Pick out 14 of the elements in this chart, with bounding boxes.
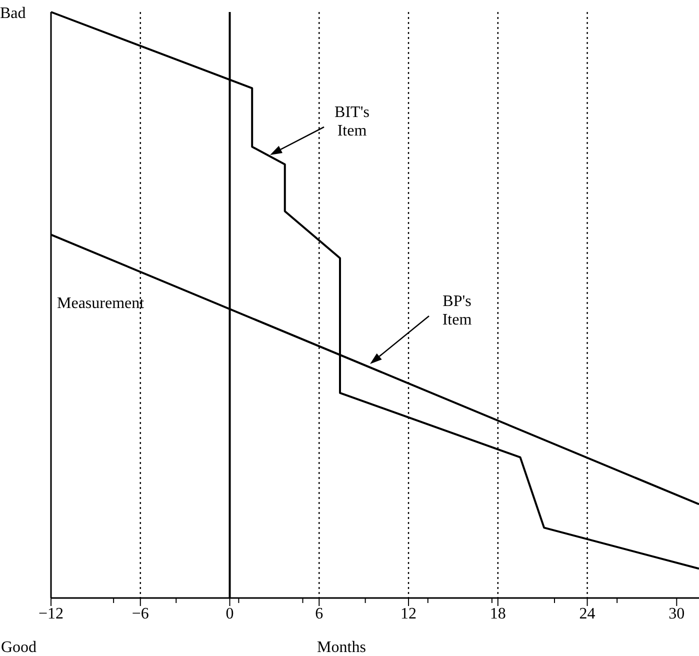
x-tick-label: −6 [132,606,149,623]
x-tick-label: 6 [315,606,324,623]
text: Good [1,639,37,656]
x-tick-label: 18 [490,606,506,623]
text: Bad [0,5,26,22]
x-tick-label: 0 [226,606,234,623]
x-tick-label: −12 [38,606,64,623]
x-axis-title: Months [317,639,366,656]
annotation: BIT's Item [334,104,370,140]
y-axis-title: Measurement [57,295,145,312]
x-tick-label: 30 [668,606,685,623]
x-tick-label: 12 [400,606,417,623]
x-tick-label: 24 [579,606,596,623]
annotation: BP's Item [442,293,472,328]
